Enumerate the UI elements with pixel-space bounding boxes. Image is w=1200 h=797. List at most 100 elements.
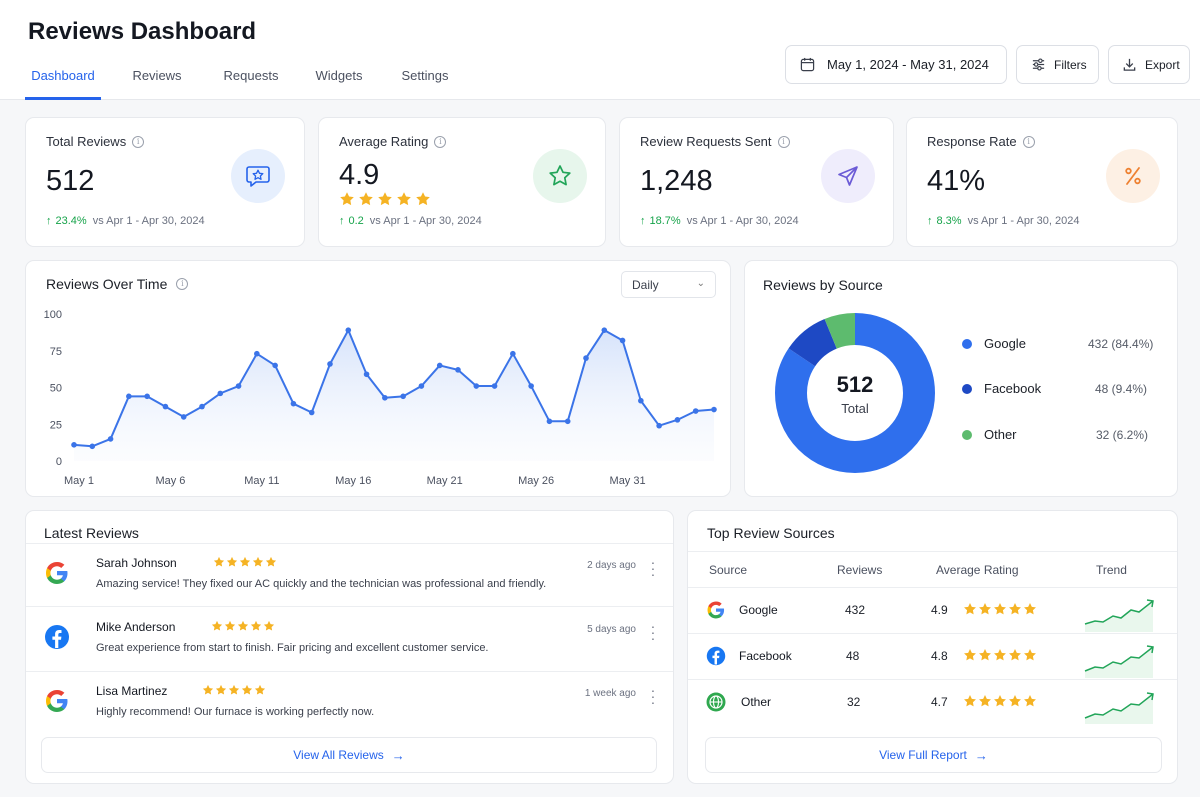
data-point[interactable] xyxy=(107,436,114,442)
kpi-value: 41% xyxy=(927,165,986,197)
tab-requests[interactable]: Requests xyxy=(223,68,279,83)
granularity-select[interactable]: Daily ⌄ xyxy=(621,271,716,298)
percent-icon xyxy=(1106,149,1160,203)
tab-dashboard[interactable]: Dashboard xyxy=(25,60,101,100)
data-point[interactable] xyxy=(564,418,571,425)
table-row-facebook[interactable]: Facebook 48 4.8 xyxy=(688,633,1177,679)
review-count: 432 xyxy=(845,603,866,617)
donut-center-value: 512 xyxy=(837,372,874,397)
data-point[interactable] xyxy=(235,383,242,389)
info-icon[interactable]: i xyxy=(777,135,790,148)
data-point[interactable] xyxy=(327,361,333,367)
data-point[interactable] xyxy=(126,393,132,400)
data-point[interactable] xyxy=(491,383,498,389)
legend-label: Other xyxy=(984,427,1017,442)
data-point[interactable] xyxy=(272,362,278,369)
data-point[interactable] xyxy=(473,383,480,389)
data-point[interactable] xyxy=(418,383,425,389)
data-point[interactable] xyxy=(583,355,589,361)
legend-item-facebook: Facebook xyxy=(962,381,1041,396)
data-point[interactable] xyxy=(217,390,224,397)
date-range-picker[interactable]: May 1, 2024 - May 31, 2024 xyxy=(785,45,1007,84)
data-point[interactable] xyxy=(528,383,534,389)
reviews-line-chart: 0 25 50 75 100 May 1 May 6 May 11 May 16 May 21 Ma… xyxy=(44,309,717,487)
data-point[interactable] xyxy=(400,393,406,400)
info-icon[interactable]: i xyxy=(1022,135,1035,148)
y-tick-label: 50 xyxy=(50,383,62,395)
data-point[interactable] xyxy=(619,337,626,344)
star-icon xyxy=(378,192,392,206)
data-point[interactable] xyxy=(144,393,150,400)
kpi-delta: ↑ 8.3% vs Apr 1 - Apr 30, 2024 xyxy=(927,215,1079,227)
kpi-label: Response Rate xyxy=(927,134,1017,149)
kpi-delta: ↑ 0.2 vs Apr 1 - Apr 30, 2024 xyxy=(339,215,482,227)
y-tick-label: 75 xyxy=(50,346,62,358)
review-item[interactable]: Sarah Johnson 2 days ago · · · Amazing ser… xyxy=(26,543,673,607)
data-point[interactable] xyxy=(601,327,608,333)
data-point[interactable] xyxy=(674,417,681,423)
data-point[interactable] xyxy=(692,408,699,414)
table-row-google[interactable]: Google 432 4.9 xyxy=(688,587,1177,633)
tab-settings[interactable]: Settings xyxy=(401,68,449,83)
review-item[interactable]: Lisa Martinez 1 week ago · · · Highly reco… xyxy=(26,672,673,736)
review-item[interactable]: Mike Anderson 5 days ago · · · Great exper… xyxy=(26,608,673,672)
more-options-icon[interactable]: · · · xyxy=(650,554,656,582)
data-point[interactable] xyxy=(455,367,461,373)
filters-button[interactable]: Filters xyxy=(1016,45,1099,84)
data-point[interactable] xyxy=(510,350,516,357)
chevron-down-icon: ⌄ xyxy=(696,278,705,289)
view-full-report-label: View Full Report xyxy=(879,748,967,762)
data-point[interactable] xyxy=(345,327,352,333)
data-point[interactable] xyxy=(363,371,370,378)
trend-sparkline xyxy=(1084,645,1154,678)
donut-center-label: Total xyxy=(841,401,869,416)
tab-widgets[interactable]: Widgets xyxy=(315,68,363,83)
data-point[interactable] xyxy=(382,394,388,401)
star-icon xyxy=(265,556,277,567)
source-name: Facebook xyxy=(739,649,792,663)
kpi-delta: ↑ 18.7% vs Apr 1 - Apr 30, 2024 xyxy=(640,215,799,227)
column-header-rating: Average Rating xyxy=(936,563,1019,577)
arrow-right-icon: → xyxy=(391,747,405,763)
facebook-icon xyxy=(45,625,69,649)
legend-label: Google xyxy=(984,336,1026,351)
data-point[interactable] xyxy=(290,400,297,407)
more-options-icon[interactable]: · · · xyxy=(650,618,656,646)
star-icon xyxy=(213,556,225,567)
data-point[interactable] xyxy=(89,443,96,450)
star-icon xyxy=(202,684,214,695)
data-point[interactable] xyxy=(711,406,717,413)
data-point[interactable] xyxy=(71,442,77,448)
data-point[interactable] xyxy=(199,403,205,410)
google-icon xyxy=(46,690,68,712)
data-point[interactable] xyxy=(656,422,662,429)
view-full-report-button[interactable]: View Full Report → xyxy=(705,737,1162,773)
info-icon[interactable]: i xyxy=(434,135,447,148)
data-point[interactable] xyxy=(162,403,169,410)
data-point[interactable] xyxy=(638,397,644,404)
rating-stars xyxy=(339,191,431,207)
data-point[interactable] xyxy=(254,350,260,357)
data-point[interactable] xyxy=(180,414,187,420)
info-icon[interactable]: i xyxy=(176,278,189,290)
reviewer-name: Sarah Johnson xyxy=(96,556,177,570)
divider xyxy=(688,551,1177,552)
data-point[interactable] xyxy=(546,418,553,425)
review-time: 2 days ago xyxy=(587,560,636,571)
more-options-icon[interactable]: · · · xyxy=(650,682,656,710)
export-button[interactable]: Export xyxy=(1108,45,1190,84)
donut-slice-other[interactable] xyxy=(775,313,935,473)
view-all-reviews-button[interactable]: View All Reviews → xyxy=(41,737,657,773)
filters-label: Filters xyxy=(1054,57,1087,72)
star-icon xyxy=(263,620,275,631)
tab-reviews[interactable]: Reviews xyxy=(132,68,182,83)
data-point[interactable] xyxy=(436,362,443,369)
kpi-compare: vs Apr 1 - Apr 30, 2024 xyxy=(369,215,482,227)
table-row-other[interactable]: Other 32 4.7 xyxy=(688,679,1177,725)
arrow-up-icon: ↑ xyxy=(927,215,933,227)
star-icon xyxy=(979,649,991,661)
star-icon xyxy=(224,620,236,631)
info-icon[interactable]: i xyxy=(132,135,145,148)
review-stars xyxy=(211,620,275,632)
data-point[interactable] xyxy=(308,409,315,416)
